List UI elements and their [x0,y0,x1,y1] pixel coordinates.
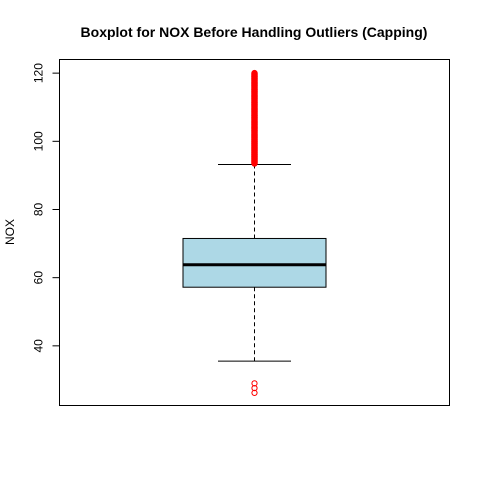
y-axis: 40 60 80 100 120 [32,63,60,353]
plot-frame [59,59,450,406]
y-tick-label: 40 [32,339,46,353]
y-tick-label: 120 [32,63,46,83]
chart-title: Boxplot for NOX Before Handling Outliers… [81,24,428,40]
y-tick-label: 100 [32,131,46,151]
outlier-point [251,380,258,387]
box-marks [182,69,327,396]
y-tick-label: 80 [32,202,46,216]
y-axis-label: NOX [3,219,17,245]
outlier-point [251,69,258,77]
box-iqr [182,237,327,288]
y-tick-label: 60 [32,271,46,285]
